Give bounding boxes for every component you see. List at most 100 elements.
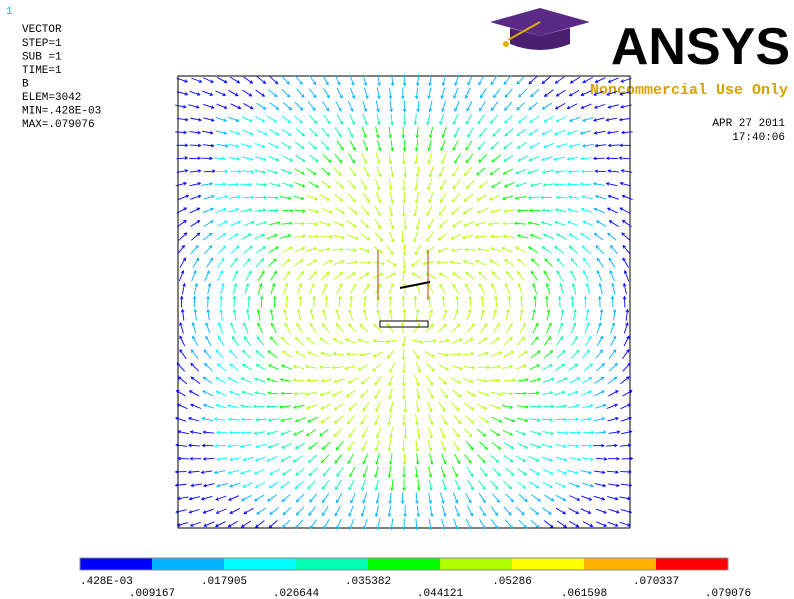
field-arrow: [542, 365, 552, 370]
field-arrow: [438, 377, 446, 384]
field-arrow: [362, 377, 370, 384]
field-arrow: [491, 519, 497, 528]
field-arrow: [556, 508, 565, 514]
noncommercial-notice: Noncommercial Use Only: [590, 82, 788, 99]
field-arrow: [555, 364, 564, 370]
field-arrow: [479, 416, 488, 422]
field-arrow: [348, 194, 356, 202]
field-arrow: [427, 363, 435, 371]
field-arrow: [480, 519, 486, 529]
field-arrow: [517, 102, 525, 109]
field-arrow: [269, 520, 277, 527]
field-arrow: [466, 141, 472, 150]
vector-field: [175, 75, 633, 530]
field-arrow: [320, 367, 331, 368]
field-arrow: [375, 219, 381, 228]
field-arrow: [242, 521, 251, 527]
field-arrow: [585, 297, 586, 308]
field-arrow: [295, 337, 303, 344]
legend-band: [80, 558, 152, 570]
field-arrow: [543, 482, 553, 487]
field-arrow: [477, 168, 485, 175]
field-arrow: [542, 77, 551, 84]
field-arrow: [334, 429, 342, 437]
field-arrow: [268, 495, 277, 501]
field-arrow: [308, 481, 315, 489]
field-arrow: [346, 273, 355, 279]
field-arrow: [323, 468, 330, 476]
field-arrow: [412, 259, 421, 266]
field-arrow: [282, 116, 291, 123]
field-arrow: [608, 377, 617, 383]
field-arrow: [310, 494, 317, 502]
field-arrow: [268, 90, 276, 97]
field-arrow: [347, 221, 356, 227]
field-arrow: [324, 88, 330, 97]
field-arrow: [387, 324, 394, 333]
field-arrow: [466, 181, 474, 189]
field-arrow: [346, 390, 355, 397]
field-arrow: [491, 236, 502, 237]
field-arrow: [556, 90, 565, 96]
field-arrow: [243, 103, 253, 108]
field-arrow: [361, 220, 369, 228]
field-arrow: [531, 271, 537, 280]
field-arrow: [490, 430, 499, 436]
field-arrow: [295, 142, 304, 149]
field-arrow: [506, 272, 513, 281]
field-arrow: [373, 363, 381, 371]
field-arrow: [203, 377, 212, 383]
field-arrow: [390, 297, 391, 308]
field-arrow: [622, 233, 630, 240]
field-arrow: [257, 508, 266, 514]
field-arrow: [216, 378, 225, 384]
field-arrow: [309, 115, 316, 123]
field-arrow: [336, 441, 343, 449]
field-arrow: [441, 389, 448, 397]
legend-band: [440, 558, 512, 570]
field-arrow: [321, 455, 329, 463]
field-arrow: [375, 376, 381, 385]
field-arrow: [203, 233, 212, 240]
field-arrow: [466, 272, 475, 279]
field-arrow: [348, 454, 354, 464]
field-arrow: [494, 89, 500, 98]
field-arrow: [569, 234, 578, 240]
field-arrow: [572, 337, 578, 346]
time: 17:40:06: [732, 132, 785, 144]
field-arrow: [493, 468, 501, 476]
field-arrow: [244, 337, 250, 346]
field-arrow: [453, 441, 459, 450]
field-arrow: [489, 380, 500, 381]
field-arrow: [308, 142, 316, 149]
field-arrow: [479, 75, 484, 85]
field-arrow: [268, 259, 276, 267]
field-arrow: [557, 350, 565, 358]
field-arrow: [556, 103, 566, 108]
info-line: SUB =1: [22, 52, 62, 64]
field-arrow: [296, 468, 305, 475]
field-arrow: [477, 195, 486, 201]
field-arrow: [439, 402, 445, 411]
field-arrow: [517, 481, 526, 488]
field-arrow: [453, 193, 460, 201]
model-boundary: [178, 76, 630, 528]
field-arrow: [504, 337, 512, 344]
field-arrow: [309, 155, 318, 162]
field-arrow: [544, 337, 551, 346]
field-arrow: [557, 259, 564, 267]
field-arrow: [505, 260, 514, 266]
field-arrow: [256, 247, 265, 253]
field-arrow: [440, 220, 448, 228]
field-arrow: [296, 155, 305, 161]
field-arrow: [595, 377, 604, 383]
field-arrow: [337, 141, 343, 150]
field-arrow: [517, 337, 525, 345]
field-arrow: [270, 337, 277, 345]
field-arrow: [230, 77, 239, 83]
field-arrow: [466, 391, 476, 396]
field-arrow: [334, 167, 341, 175]
field-arrow: [439, 206, 446, 215]
field-arrow: [555, 184, 566, 185]
field-arrow: [531, 520, 539, 527]
